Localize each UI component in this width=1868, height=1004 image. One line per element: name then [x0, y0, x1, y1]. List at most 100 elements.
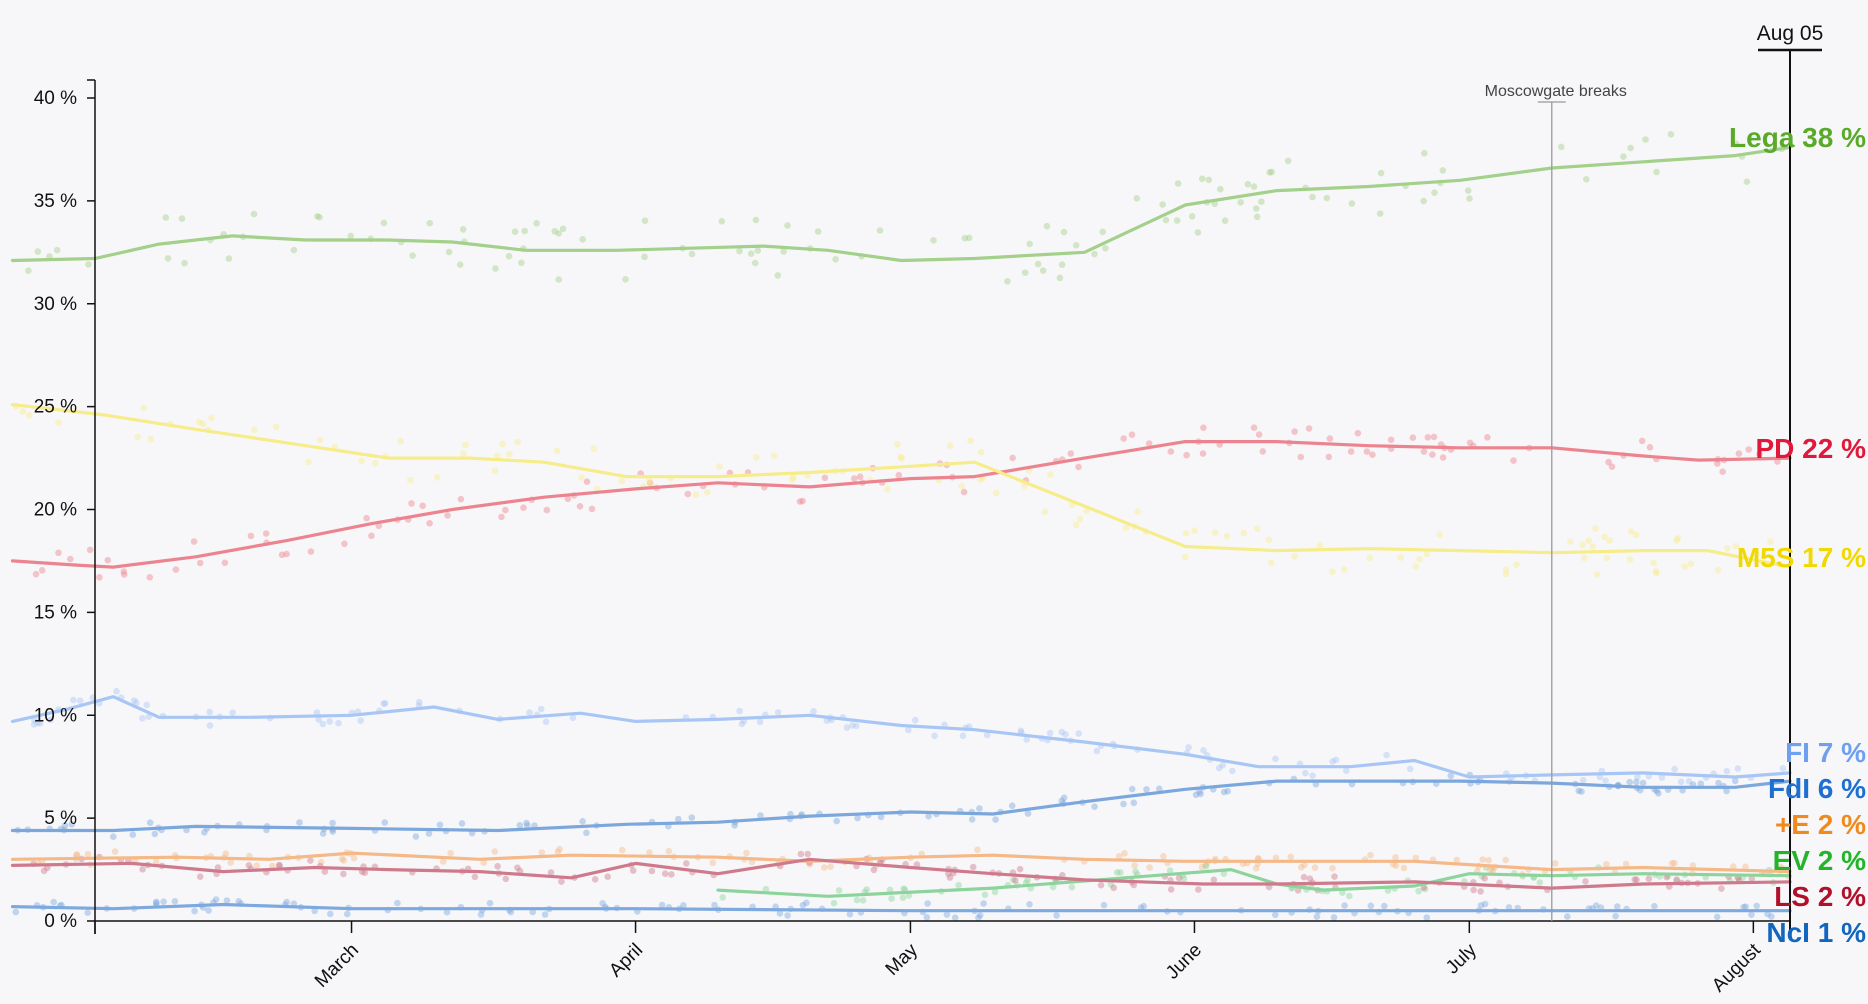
poll-dot-ls — [494, 863, 501, 870]
poll-dot-lega — [1377, 169, 1385, 177]
poll-dot-m5s — [788, 476, 796, 483]
poll-dot-m5s — [358, 457, 365, 465]
poll-dot-fi — [1229, 767, 1236, 775]
poll-dot-fdi — [1220, 788, 1228, 796]
poll-dot-nci — [84, 909, 91, 916]
poll-dot-lega — [290, 246, 298, 254]
poll-dot-fi — [905, 726, 912, 734]
poll-dot-lega — [225, 255, 233, 262]
poll-dot-lega — [774, 272, 782, 279]
poll-dot-ev — [899, 894, 907, 901]
poll-dot-fi — [1272, 755, 1279, 763]
poll-dot-ls — [797, 850, 805, 858]
poll-dot-e — [821, 864, 828, 871]
poll-dot-e — [1115, 853, 1123, 860]
poll-dot-fi — [1329, 758, 1336, 765]
poll-dot-fdi — [675, 815, 682, 823]
poll-dot-ev — [835, 887, 843, 894]
party-label-fdi: FdI 6 % — [1768, 773, 1866, 804]
poll-dot-lega — [518, 259, 525, 267]
poll-dot-lega — [641, 253, 648, 261]
poll-dot-fi — [357, 717, 365, 724]
poll-dot-nci — [191, 907, 198, 915]
poll-dot-lega — [1072, 242, 1080, 249]
poll-dot-fdi — [1091, 803, 1098, 810]
poll-dot-lega — [1194, 229, 1202, 236]
poll-dot-ls — [1306, 875, 1314, 882]
poll-dot-e — [1160, 853, 1167, 860]
poll-dot-nci — [529, 908, 536, 916]
poll-dot-ls — [1130, 881, 1138, 889]
poll-dot-lega — [347, 232, 355, 240]
poll-dot-fi — [526, 709, 533, 716]
poll-dot-nci — [1505, 904, 1513, 911]
y-tick-label: 40 % — [34, 88, 77, 109]
poll-dot-lega — [1732, 140, 1740, 147]
poll-dot-nci — [943, 911, 951, 918]
poll-dot-fi — [1023, 736, 1030, 743]
poll-dot-m5s — [1567, 538, 1574, 545]
poll-dot-m5s — [1653, 570, 1660, 577]
poll-dot-nci — [1341, 902, 1348, 909]
poll-dot-nci — [507, 908, 515, 916]
poll-dot-nci — [1564, 913, 1571, 920]
poll-dot-lega — [1667, 131, 1675, 138]
poll-dot-e — [1485, 856, 1492, 864]
poll-dot-m5s — [26, 412, 33, 419]
poll-dot-nci — [212, 896, 220, 903]
poll-dot-m5s — [195, 418, 203, 426]
poll-dot-pd — [1363, 448, 1371, 455]
poll-dot-lega — [533, 220, 540, 227]
poll-dot-lega — [1198, 175, 1206, 183]
poll-dot-m5s — [1626, 556, 1634, 563]
poll-dot-lega — [445, 248, 453, 256]
poll-dot-pd — [1387, 436, 1395, 444]
trend-line-fi — [10, 695, 1792, 779]
poll-dot-lega — [1060, 228, 1068, 236]
poll-dot-ls — [1631, 876, 1638, 883]
poll-dot-lega — [505, 252, 513, 260]
poll-dot-pd — [1735, 450, 1743, 457]
party-label-e: +E 2 % — [1775, 809, 1866, 840]
poll-dot-fdi — [68, 821, 76, 828]
poll-dot-nci — [1381, 902, 1388, 910]
poll-dot-fdi — [1715, 779, 1722, 787]
poll-dot-fi — [1634, 773, 1641, 781]
poll-dot-m5s — [1606, 537, 1613, 544]
poll-dot-fdi — [1197, 790, 1204, 798]
poll-dot-ls — [969, 863, 977, 871]
poll-dot-nci — [1753, 902, 1760, 910]
poll-dot-fi — [810, 708, 817, 715]
poll-dot-nci — [160, 898, 167, 905]
poll-dot-lega — [1250, 183, 1258, 190]
poll-dot-fi — [1302, 769, 1309, 777]
poll-dot-nci — [924, 900, 931, 907]
poll-dot-e — [73, 851, 80, 859]
poll-dot-pd — [821, 474, 829, 482]
poll-dot-e — [1252, 865, 1260, 872]
poll-dot-m5s — [499, 440, 506, 448]
poll-dot-pd — [1409, 434, 1417, 442]
poll-dot-fi — [774, 709, 782, 716]
poll-dot-m5s — [1580, 554, 1588, 562]
poll-dot-ls — [1718, 885, 1725, 892]
poll-dot-fdi — [516, 822, 524, 829]
poll-dot-pd — [67, 555, 74, 563]
poll-dot-m5s — [1502, 570, 1510, 578]
poll-dot-nci — [680, 902, 687, 909]
poll-dot-pd — [1439, 454, 1447, 461]
poll-dot-lega — [426, 219, 434, 227]
poll-dot-pd — [1608, 463, 1616, 471]
poll-dot-ls — [340, 870, 347, 878]
poll-dot-m5s — [1767, 538, 1774, 545]
poll-dot-pd — [1291, 428, 1298, 435]
y-tick-label: 0 % — [44, 911, 77, 932]
poll-dot-nci — [846, 910, 854, 918]
poll-dot-fi — [843, 724, 851, 731]
poll-dot-e — [538, 849, 546, 856]
poll-dot-lega — [1583, 176, 1590, 183]
poll-dot-pd — [1484, 434, 1491, 441]
y-tick-label: 30 % — [34, 294, 77, 315]
poll-dot-fdi — [1128, 785, 1136, 793]
